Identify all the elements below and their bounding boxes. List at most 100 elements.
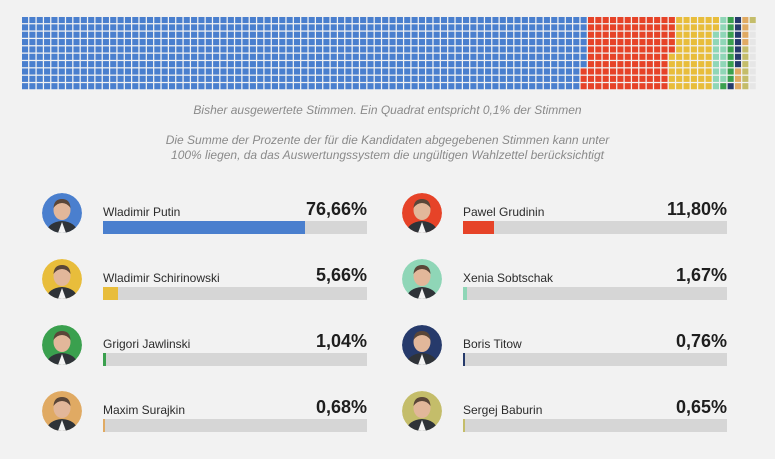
waffle-square (352, 75, 359, 82)
waffle-square (139, 83, 146, 90)
waffle-square (521, 53, 528, 60)
waffle-square (374, 83, 381, 90)
waffle-square (117, 46, 124, 53)
waffle-square (316, 46, 323, 53)
waffle-square (749, 61, 756, 68)
result-bar-fill (103, 287, 118, 300)
waffle-square (110, 61, 117, 68)
waffle-square (683, 68, 690, 75)
waffle-square (73, 24, 80, 31)
waffle-square (595, 46, 602, 53)
waffle-square (389, 46, 396, 53)
waffle-square (264, 46, 271, 53)
waffle-square (624, 46, 631, 53)
waffle-square (308, 46, 315, 53)
waffle-square (293, 53, 301, 60)
waffle-square (367, 39, 374, 46)
waffle-square (499, 83, 506, 90)
waffle-square (624, 75, 631, 82)
waffle-square (492, 17, 499, 24)
waffle-square (477, 75, 484, 82)
waffle-square (286, 75, 293, 82)
waffle-square (514, 39, 521, 46)
waffle-square (654, 53, 661, 60)
waffle-square (323, 46, 330, 53)
waffle-square (463, 53, 470, 60)
candidate-percent: 5,66% (315, 265, 367, 285)
waffle-square (404, 61, 411, 68)
waffle-square (293, 68, 301, 75)
waffle-square (404, 24, 411, 31)
waffle-square (367, 61, 374, 68)
waffle-square (132, 83, 139, 90)
waffle-square (749, 75, 756, 82)
waffle-square (602, 83, 609, 90)
waffle-square (36, 31, 43, 38)
waffle-square (169, 61, 176, 68)
waffle-square (587, 53, 595, 60)
waffle-square (705, 68, 712, 75)
waffle-square (632, 24, 639, 31)
waffle-square (66, 68, 73, 75)
waffle-square (73, 61, 80, 68)
waffle-square (169, 17, 176, 24)
waffle-square (602, 46, 609, 53)
waffle-square (102, 46, 109, 53)
waffle-square (330, 83, 337, 90)
waffle-square (646, 61, 653, 68)
waffle-square (257, 61, 264, 68)
waffle-square (580, 53, 587, 60)
waffle-square (602, 31, 609, 38)
waffle-square (169, 75, 176, 82)
waffle-square (316, 31, 323, 38)
waffle-square (639, 53, 646, 60)
waffle-square (161, 53, 168, 60)
waffle-square (88, 17, 95, 24)
waffle-square (477, 39, 484, 46)
waffle-square (58, 17, 65, 24)
waffle-square (595, 61, 602, 68)
waffle-square (117, 39, 124, 46)
waffle-square (683, 46, 690, 53)
waffle-square (558, 31, 565, 38)
waffle-square (521, 31, 528, 38)
waffle-square (698, 75, 705, 82)
waffle-square (690, 68, 697, 75)
waffle-square (404, 31, 411, 38)
waffle-square (610, 39, 617, 46)
waffle-square (213, 24, 220, 31)
avatar (42, 391, 82, 431)
waffle-square (610, 75, 617, 82)
waffle-square (80, 61, 87, 68)
waffle-square (565, 31, 572, 38)
waffle-square (88, 24, 95, 31)
waffle-square (529, 75, 536, 82)
waffle-square (301, 68, 308, 75)
waffle-square (293, 24, 301, 31)
waffle-square (338, 75, 345, 82)
waffle-square (66, 24, 73, 31)
waffle-square (198, 39, 205, 46)
waffle-square (66, 17, 73, 24)
waffle-square (499, 31, 506, 38)
waffle-square (22, 46, 29, 53)
waffle-square (66, 31, 73, 38)
waffle-square (80, 24, 87, 31)
waffle-square (477, 83, 484, 90)
waffle-square (455, 39, 462, 46)
waffle-square (191, 83, 198, 90)
waffle-square (543, 83, 550, 90)
waffle-square (293, 75, 301, 82)
waffle-square (727, 46, 734, 53)
waffle-square (301, 83, 308, 90)
waffle-square (734, 31, 742, 38)
waffle-square (323, 75, 330, 82)
waffle-square (286, 68, 293, 75)
waffle-square (580, 75, 587, 82)
waffle-square (411, 53, 418, 60)
waffle-square (345, 39, 352, 46)
waffle-square (352, 39, 359, 46)
waffle-square (448, 68, 455, 75)
waffle-square (176, 24, 183, 31)
waffle-square (58, 24, 65, 31)
